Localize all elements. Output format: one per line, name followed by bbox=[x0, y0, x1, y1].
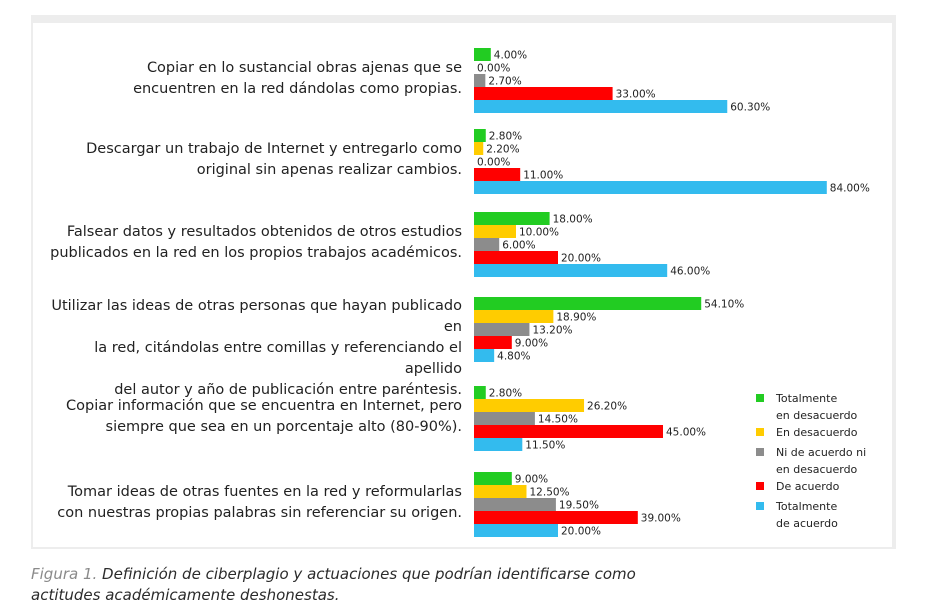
value-label: 11.50% bbox=[525, 440, 565, 452]
category-label-line: del autor y año de publicación entre par… bbox=[114, 382, 462, 398]
category-label-line: Copiar en lo sustancial obras ajenas que… bbox=[146, 59, 462, 76]
value-label: 10.00% bbox=[519, 227, 559, 239]
bar bbox=[474, 48, 491, 61]
category-label-line: publicados en la red en los propios trab… bbox=[50, 244, 462, 261]
category-label: Copiar información que se encuentra en I… bbox=[33, 396, 462, 438]
bar bbox=[474, 225, 516, 238]
value-label: 84.00% bbox=[830, 183, 870, 195]
legend-swatch bbox=[756, 394, 764, 402]
value-label: 4.00% bbox=[494, 50, 527, 62]
bar bbox=[474, 399, 585, 412]
value-label: 12.50% bbox=[530, 487, 570, 499]
value-label: 0.00% bbox=[477, 157, 510, 169]
bar bbox=[474, 212, 550, 225]
value-label: 19.50% bbox=[559, 500, 599, 512]
value-label: 26.20% bbox=[587, 401, 627, 413]
bar bbox=[474, 485, 527, 498]
bar bbox=[474, 87, 613, 100]
value-label: 60.30% bbox=[730, 102, 770, 114]
bar bbox=[474, 142, 484, 155]
bar bbox=[474, 524, 558, 537]
bar bbox=[474, 412, 535, 425]
bar bbox=[474, 336, 512, 349]
category-label-line: siempre que sea en un porcentaje alto (8… bbox=[105, 418, 462, 435]
value-label: 11.00% bbox=[523, 170, 563, 182]
figure-caption: Figura 1. Definición de ciberplagio y ac… bbox=[31, 564, 791, 606]
bar bbox=[474, 438, 523, 451]
value-label: 33.00% bbox=[616, 89, 656, 101]
bar bbox=[474, 129, 486, 142]
bar bbox=[474, 297, 702, 310]
value-label: 13.20% bbox=[532, 325, 572, 337]
bar bbox=[474, 74, 486, 87]
value-label: 39.00% bbox=[641, 513, 681, 525]
category-label: Descargar un trabajo de Internet y entre… bbox=[33, 139, 462, 181]
value-label: 2.70% bbox=[488, 76, 521, 88]
category-label-line: encuentren en la red dándolas como propi… bbox=[133, 80, 462, 97]
legend-label: de acuerdo bbox=[776, 517, 838, 530]
value-label: 2.20% bbox=[486, 144, 519, 156]
bar bbox=[474, 349, 495, 362]
legend-swatch bbox=[756, 502, 764, 510]
bar bbox=[474, 238, 500, 251]
bar bbox=[474, 425, 663, 438]
value-label: 6.00% bbox=[502, 240, 535, 252]
category-label-line: Tomar ideas de otras fuentes en la red y… bbox=[67, 483, 462, 500]
legend-label: Ni de acuerdo ni bbox=[776, 446, 866, 459]
legend-label: De acuerdo bbox=[776, 480, 840, 493]
value-label: 54.10% bbox=[704, 299, 744, 311]
legend-label: en desacuerdo bbox=[776, 409, 858, 422]
bar bbox=[474, 310, 554, 323]
bar bbox=[474, 251, 558, 264]
bar bbox=[474, 168, 521, 181]
bar bbox=[474, 386, 486, 399]
value-label: 45.00% bbox=[666, 427, 706, 439]
legend-label: Totalmente bbox=[775, 392, 837, 405]
category-label-line: Descargar un trabajo de Internet y entre… bbox=[86, 140, 462, 157]
figure-label: Figura 1. bbox=[31, 565, 98, 583]
bar bbox=[474, 181, 827, 194]
value-label: 9.00% bbox=[515, 474, 548, 486]
category-label-line: con nuestras propias palabras sin refere… bbox=[57, 504, 462, 521]
legend-swatch bbox=[756, 448, 764, 456]
category-label-line: Copiar información que se encuentra en I… bbox=[66, 397, 462, 414]
legend-label: En desacuerdo bbox=[776, 426, 858, 439]
category-label: Copiar en lo sustancial obras ajenas que… bbox=[33, 58, 462, 100]
legend-swatch bbox=[756, 482, 764, 490]
legend-label: Totalmente bbox=[775, 500, 837, 513]
value-label: 4.80% bbox=[497, 351, 530, 363]
bar bbox=[474, 323, 530, 336]
value-label: 20.00% bbox=[561, 253, 601, 265]
category-label: Utilizar las ideas de otras personas que… bbox=[33, 296, 462, 401]
bar bbox=[474, 498, 556, 511]
caption-line-1: Definición de ciberplagio y actuaciones … bbox=[102, 565, 636, 583]
legend-label: en desacuerdo bbox=[776, 463, 858, 476]
bar bbox=[474, 100, 728, 113]
category-label-line: la red, citándolas entre comillas y refe… bbox=[94, 340, 462, 377]
value-label: 46.00% bbox=[670, 266, 710, 278]
category-label: Tomar ideas de otras fuentes en la red y… bbox=[33, 482, 462, 524]
chart-panel: 4.00% 0.00% 2.70% 33.00% 60.30% 2.80% 2.20% 0.0… bbox=[33, 23, 892, 547]
value-label: 2.80% bbox=[489, 388, 522, 400]
category-label-line: original sin apenas realizar cambios. bbox=[196, 161, 462, 178]
category-label-line: Falsear datos y resultados obtenidos de … bbox=[66, 223, 462, 240]
value-label: 20.00% bbox=[561, 526, 601, 538]
bar bbox=[474, 472, 512, 485]
category-label-line: Utilizar las ideas de otras personas que… bbox=[51, 298, 462, 335]
value-label: 9.00% bbox=[515, 338, 548, 350]
value-label: 18.00% bbox=[553, 214, 593, 226]
bar-chart: 4.00%0.00%2.70%33.00%60.30%2.80%2.20%0.0… bbox=[474, 48, 870, 538]
category-label: Falsear datos y resultados obtenidos de … bbox=[33, 222, 462, 264]
value-label: 2.80% bbox=[489, 131, 522, 143]
bar bbox=[474, 511, 638, 524]
bar bbox=[474, 264, 668, 277]
chart-frame: 4.00% 0.00% 2.70% 33.00% 60.30% 2.80% 2.20% 0.0… bbox=[31, 15, 896, 549]
value-label: 0.00% bbox=[477, 63, 510, 75]
caption-line-2: actitudes académicamente deshonestas. bbox=[31, 586, 340, 604]
value-label: 14.50% bbox=[538, 414, 578, 426]
legend-swatch bbox=[756, 428, 764, 436]
value-label: 18.90% bbox=[556, 312, 596, 324]
